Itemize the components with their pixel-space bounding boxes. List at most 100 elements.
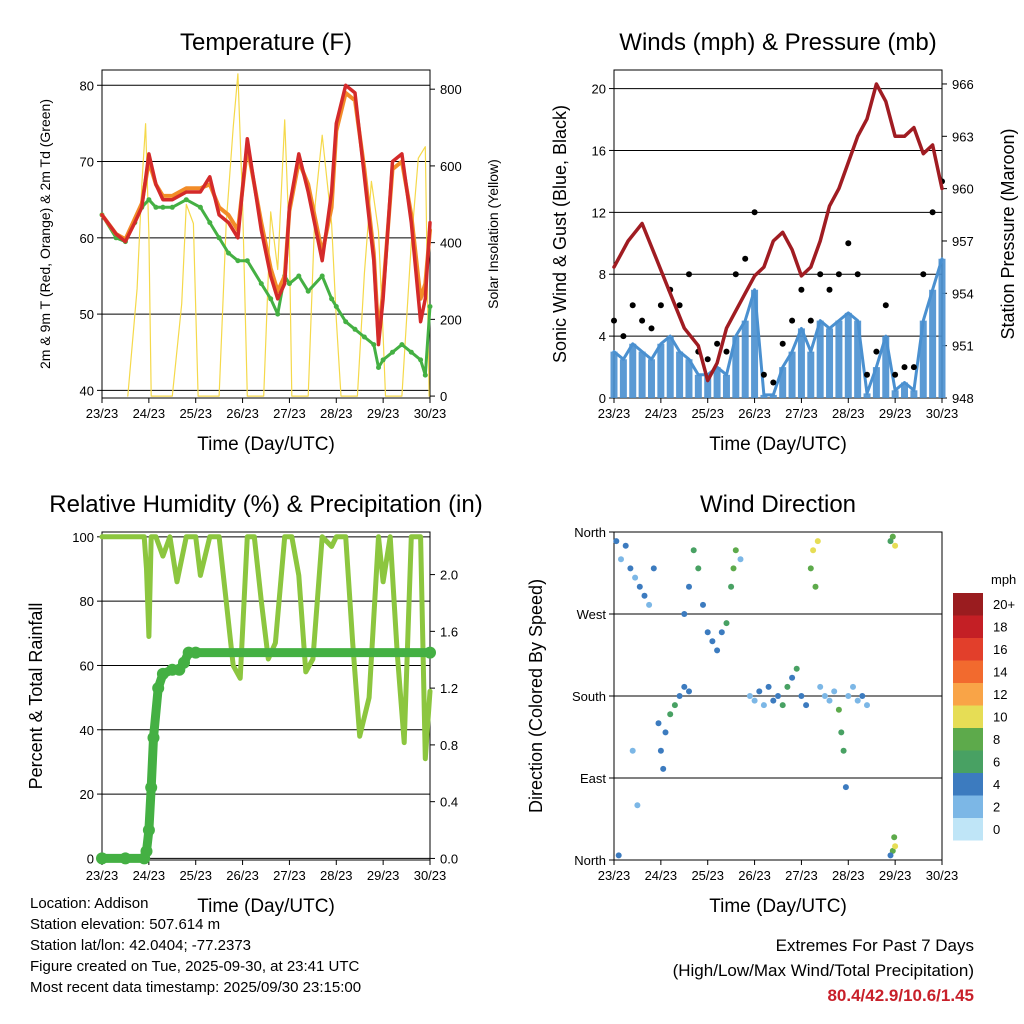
x-tick-label: 23/23 (598, 406, 631, 421)
x-tick-label: 25/23 (691, 406, 724, 421)
y2-tick-label: 954 (952, 286, 974, 301)
legend-label: 14 (993, 665, 1007, 680)
dewpoint-point (235, 258, 241, 264)
gust-point (854, 271, 861, 278)
y-tick-label: 80 (80, 78, 94, 93)
x-tick-label: 23/23 (86, 406, 119, 421)
x-tick-label: 28/23 (320, 868, 353, 883)
y2-tick-label: 0.0 (440, 851, 458, 866)
solar-insolation-line (127, 73, 430, 397)
x-axis-label: Time (Day/UTC) (709, 434, 847, 455)
dewpoint-point (207, 220, 213, 226)
y-tick-label: West (577, 607, 607, 622)
x-tick-label: 30/23 (414, 868, 447, 883)
x-tick-label: 30/23 (926, 406, 959, 421)
direction-point (690, 547, 697, 554)
y-tick-label: 12 (592, 205, 606, 220)
direction-point (891, 834, 898, 841)
direction-point (887, 852, 894, 859)
direction-point (695, 565, 702, 572)
direction-point (838, 729, 845, 736)
direction-point (803, 702, 810, 709)
y-tick-label: 40 (80, 383, 94, 398)
direction-point (660, 765, 667, 772)
y-tick-label: 0 (87, 851, 94, 866)
dewpoint-point (343, 319, 349, 325)
direction-point (714, 647, 721, 654)
direction-point (686, 583, 692, 590)
dewpoint-point (418, 357, 424, 363)
dewpoint-point (376, 365, 381, 370)
y-tick-label: 40 (80, 723, 94, 738)
y-axis-label: 2m & 9m T (Red, Orange) & 2m Td (Green) (37, 99, 53, 369)
x-tick-label: 28/23 (832, 868, 865, 883)
gust-point (873, 348, 880, 355)
dewpoint-point (146, 197, 152, 203)
direction-point (746, 693, 753, 699)
gust-point (657, 302, 664, 309)
pressure-line (612, 82, 944, 383)
direction-point (730, 565, 737, 572)
x-tick-label: 25/23 (179, 868, 212, 883)
y-tick-label: East (580, 771, 606, 786)
y-axis-label: Direction (Colored By Speed) (526, 579, 546, 813)
direction-point (817, 683, 824, 690)
precip-point (96, 852, 108, 865)
legend-label: 18 (993, 620, 1007, 635)
station-location: Location: Addison (30, 895, 149, 912)
precip-point (147, 731, 160, 744)
direction-point (700, 601, 706, 608)
y-tick-label: South (572, 689, 606, 704)
x-tick-label: 27/23 (785, 406, 818, 421)
y-tick-label: North (574, 525, 606, 540)
precip-point (119, 852, 132, 865)
legend-swatch (953, 795, 983, 818)
extremes-values: 80.4/42.9/10.6/1.45 (827, 986, 974, 1005)
legend-label: 10 (993, 710, 1007, 725)
direction-point (810, 547, 817, 554)
legend-label: 6 (993, 755, 1000, 770)
x-tick-label: 24/23 (645, 406, 678, 421)
dewpoint-point (268, 296, 274, 302)
dewpoint-point (226, 250, 231, 256)
legend-swatch (953, 638, 983, 661)
y-tick-label: 80 (80, 594, 94, 609)
direction-point (667, 711, 674, 718)
y-tick-label: 4 (599, 329, 606, 344)
x-tick-label: 26/23 (738, 406, 771, 421)
legend-swatch (953, 660, 983, 683)
precip-point (424, 646, 436, 659)
x-tick-label: 25/23 (179, 406, 212, 421)
x-tick-label: 27/23 (785, 868, 818, 883)
legend-title: mph (991, 572, 1016, 587)
extremes-title: Extremes For Past 7 Days (775, 936, 974, 955)
dewpoint-point (258, 281, 264, 287)
winds-panel: 0 4 8 12 16 20 23/23 24/23 25/23 26/23 27/23 28/23 2… (550, 29, 1018, 455)
y-tick-label: 8 (599, 267, 606, 282)
direction-point (641, 592, 648, 599)
direction-point (775, 693, 781, 699)
direction-point (814, 538, 821, 545)
wind-line (612, 257, 944, 397)
y-axis-label: Percent & Total Rainfall (26, 603, 46, 790)
direction-point (770, 697, 777, 704)
y2-tick-label: 0.8 (440, 738, 458, 753)
x-tick-label: 29/23 (879, 868, 912, 883)
direction-point (723, 620, 730, 627)
dewpoint-point (380, 357, 386, 363)
x-tick-label: 26/23 (738, 868, 771, 883)
direction-point (622, 542, 629, 549)
gust-point (704, 356, 711, 363)
legend-swatch (953, 773, 983, 796)
direction-point (613, 538, 620, 545)
x-axis-label: Time (Day/UTC) (197, 434, 335, 455)
direction-point (751, 697, 758, 704)
direction-point (756, 688, 763, 695)
gust-point (826, 286, 833, 293)
direction-point (646, 601, 653, 608)
y2-axis-label: Station Pressure (Maroon) (998, 128, 1018, 339)
direction-point (892, 843, 899, 850)
direction-point (634, 802, 641, 809)
precip-point (178, 656, 190, 669)
